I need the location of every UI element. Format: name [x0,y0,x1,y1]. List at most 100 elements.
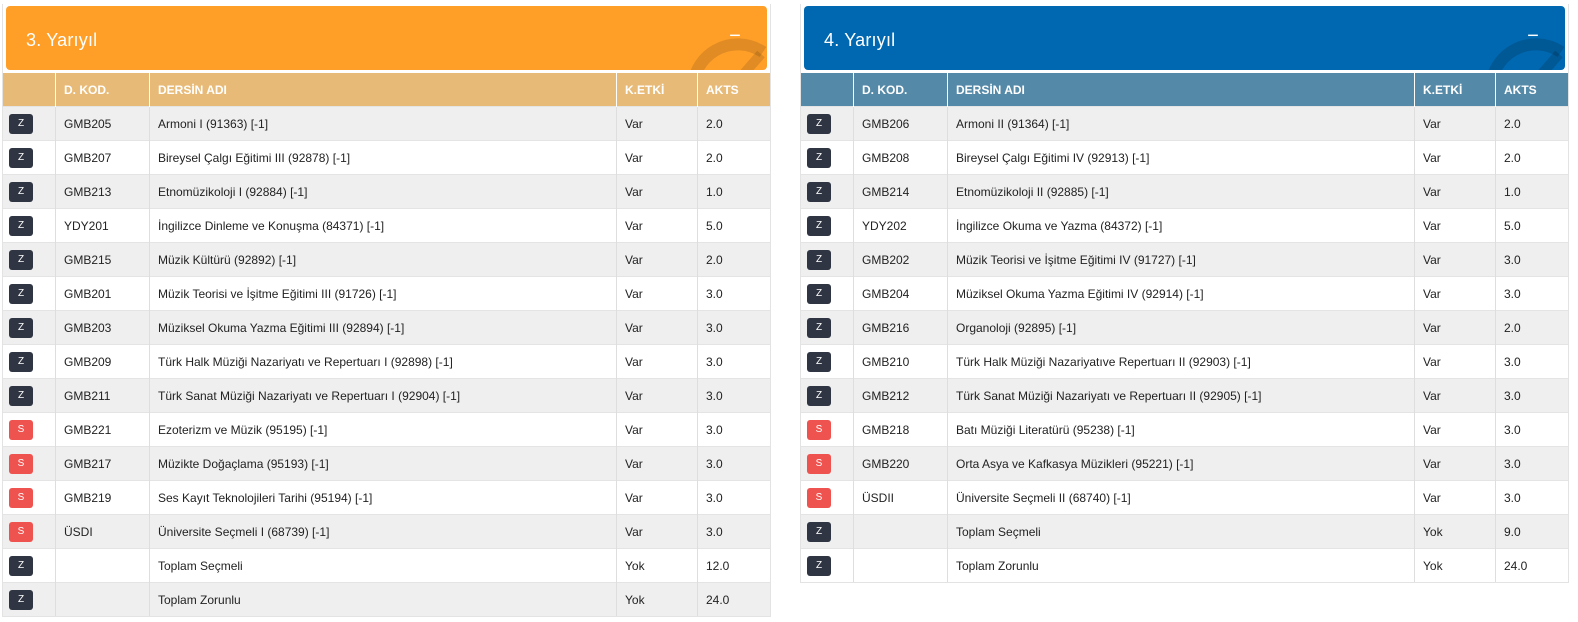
table-row: S GMB217 Müzikte Doğaçlama (95193) [-1] Var… [3,446,770,481]
table-row: Z Toplam Zorunlu Yok 24.0 [801,548,1568,582]
akts-cell: 2.0 [697,106,770,141]
elective-badge[interactable]: S [9,487,33,508]
type-cell: Z [3,208,56,243]
course-name-cell: Organoloji (92895) [-1] [947,310,1415,345]
collapse-button[interactable]: − [729,25,741,47]
course-code-cell: GMB202 [853,242,948,277]
compulsory-badge[interactable]: Z [807,283,831,304]
compulsory-badge[interactable]: Z [807,181,831,202]
akts-cell: 3.0 [1495,276,1568,311]
k-etki-cell: Var [1414,480,1496,515]
elective-badge[interactable]: S [9,419,33,440]
k-etki-cell: Var [1414,242,1496,277]
table-row: Z Toplam Seçmeli Yok 9.0 [801,514,1568,549]
type-cell: Z [3,106,56,141]
elective-badge[interactable]: S [807,419,831,440]
elective-badge[interactable]: S [807,453,831,474]
compulsory-badge[interactable]: Z [807,555,831,576]
k-etki-cell: Yok [1414,548,1496,582]
type-cell: Z [3,548,56,583]
compulsory-badge[interactable]: Z [807,317,831,338]
akts-cell: 2.0 [1495,310,1568,345]
compulsory-badge[interactable]: Z [9,385,33,406]
akts-cell: 1.0 [1495,174,1568,209]
course-name-cell: Etnomüzikoloji I (92884) [-1] [149,174,617,209]
semester-3-header: 3. Yarıyıl − [6,6,767,70]
type-cell: Z [3,174,56,209]
compulsory-badge[interactable]: Z [9,249,33,270]
compulsory-badge[interactable]: Z [807,385,831,406]
course-name-cell: Bireysel Çalgı Eğitimi IV (92913) [-1] [947,140,1415,175]
table-row: Z GMB211 Türk Sanat Müziği Nazariyatı ve R… [3,378,770,413]
course-code-cell: GMB217 [55,446,150,481]
akts-cell: 3.0 [697,276,770,311]
elective-badge[interactable]: S [807,487,831,508]
k-etki-cell: Var [616,106,698,141]
type-cell: Z [801,174,854,209]
type-cell: Z [801,106,854,141]
compulsory-badge[interactable]: Z [9,181,33,202]
table-row: Z GMB216 Organoloji (92895) [-1] Var 2.0 [801,310,1568,345]
course-name-cell: Türk Halk Müziği Nazariyatıve Repertuarı… [947,344,1415,379]
course-code-cell [55,548,150,583]
course-code-cell [853,548,948,582]
table-row: Z GMB203 Müziksel Okuma Yazma Eğitimi III … [3,310,770,345]
type-cell: S [3,446,56,481]
akts-cell: 3.0 [1495,378,1568,413]
table-row: Z GMB214 Etnomüzikoloji II (92885) [-1] Var… [801,174,1568,209]
k-etki-cell: Var [616,140,698,175]
table-row: Z GMB204 Müziksel Okuma Yazma Eğitimi IV (… [801,276,1568,311]
elective-badge[interactable]: S [9,521,33,542]
k-etki-cell: Var [1414,208,1496,243]
type-cell: Z [3,276,56,311]
type-cell: Z [3,242,56,277]
course-name-cell: Türk Sanat Müziği Nazariyatı ve Repertua… [947,378,1415,413]
akts-cell: 24.0 [1495,548,1568,582]
column-header-name: DERSİN ADI [947,73,1415,107]
table-row: Z GMB206 Armoni II (91364) [-1] Var 2.0 [801,106,1568,141]
compulsory-badge[interactable]: Z [9,283,33,304]
compulsory-badge[interactable]: Z [807,147,831,168]
course-name-cell: Bireysel Çalgı Eğitimi III (92878) [-1] [149,140,617,175]
type-cell: Z [801,276,854,311]
course-rows: Z GMB205 Armoni I (91363) [-1] Var 2.0 Z GMB20… [3,106,770,616]
compulsory-badge[interactable]: Z [807,521,831,542]
akts-cell: 3.0 [697,446,770,481]
semester-4-header: 4. Yarıyıl − [804,6,1565,70]
akts-cell: 3.0 [697,412,770,447]
compulsory-badge[interactable]: Z [807,249,831,270]
table-row: S GMB221 Ezoterizm ve Müzik (95195) [-1] Va… [3,412,770,447]
collapse-button[interactable]: − [1527,25,1539,47]
course-code-cell: GMB213 [55,174,150,209]
table-row: Z GMB208 Bireysel Çalgı Eğitimi IV (92913)… [801,140,1568,175]
course-code-cell: YDY201 [55,208,150,243]
column-header-k-etki: K.ETKİ [1414,73,1496,107]
compulsory-badge[interactable]: Z [9,589,33,610]
akts-cell: 1.0 [697,174,770,209]
compulsory-badge[interactable]: Z [9,555,33,576]
course-code-cell: ÜSDI [55,514,150,549]
k-etki-cell: Var [616,446,698,481]
course-code-cell: GMB206 [853,106,948,141]
akts-cell: 3.0 [697,344,770,379]
compulsory-badge[interactable]: Z [807,351,831,372]
compulsory-badge[interactable]: Z [9,351,33,372]
table-row: S GMB219 Ses Kayıt Teknolojileri Tarihi (9… [3,480,770,515]
compulsory-badge[interactable]: Z [807,215,831,236]
akts-cell: 3.0 [1495,412,1568,447]
type-cell: Z [801,548,854,582]
compulsory-badge[interactable]: Z [9,113,33,134]
elective-badge[interactable]: S [9,453,33,474]
course-name-cell: Armoni II (91364) [-1] [947,106,1415,141]
compulsory-badge[interactable]: Z [9,215,33,236]
k-etki-cell: Var [616,208,698,243]
compulsory-badge[interactable]: Z [9,317,33,338]
k-etki-cell: Var [1414,140,1496,175]
k-etki-cell: Var [616,242,698,277]
k-etki-cell: Var [1414,174,1496,209]
compulsory-badge[interactable]: Z [807,113,831,134]
k-etki-cell: Yok [616,548,698,583]
course-name-cell: Toplam Seçmeli [149,548,617,583]
compulsory-badge[interactable]: Z [9,147,33,168]
k-etki-cell: Yok [616,582,698,616]
